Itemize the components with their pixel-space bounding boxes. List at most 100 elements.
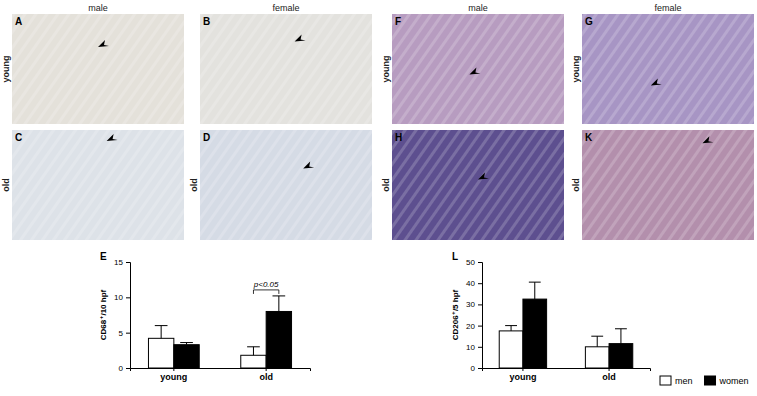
column-header: male	[468, 3, 488, 13]
x-tick-label: young	[160, 372, 187, 382]
y-tick-label: 40	[466, 279, 475, 288]
error-bar	[155, 326, 168, 339]
bar-chart: 01020304050youngoldCD206⁺/5 hpfLmenwomen	[451, 251, 749, 386]
y-axis-line	[126, 263, 131, 369]
error-bar	[591, 336, 603, 347]
x-axis-line	[131, 369, 311, 372]
y-tick: 20	[466, 322, 482, 331]
y-tick-mark	[478, 368, 482, 369]
x-axis: young old	[483, 368, 651, 382]
x-tick: old	[259, 368, 273, 382]
error-bar	[180, 343, 193, 345]
bar-chart: 051015youngoldCD68⁺/10 hpfEp<0.05	[99, 251, 311, 382]
arrow	[469, 68, 480, 75]
y-tick-mark	[126, 333, 130, 334]
column-header: female	[654, 3, 681, 13]
legend-swatch	[660, 376, 671, 385]
y-tick-label: 0	[119, 364, 124, 373]
y-tick-label: 20	[466, 322, 475, 331]
micrograph-texture	[12, 130, 184, 240]
x-tick-mark	[609, 368, 610, 371]
y-tick-mark	[126, 368, 130, 369]
y-tick: 30	[466, 300, 482, 309]
bar	[499, 331, 523, 368]
y-tick: 40	[466, 279, 482, 288]
y-tick: 0	[119, 364, 130, 373]
figure: AmaleyoungBfemaleFmaleyoungGfemaleyoungC…	[0, 0, 757, 396]
panel-letter: G	[585, 16, 593, 27]
micrograph-panel: Dold	[189, 130, 372, 240]
micrograph-texture	[200, 14, 372, 124]
x-tick: young	[160, 368, 187, 382]
micrograph-image	[392, 130, 564, 240]
bar	[241, 355, 266, 368]
micrograph-texture	[12, 14, 184, 124]
y-tick-label: 5	[119, 329, 124, 338]
legend-label: women	[719, 376, 749, 386]
y-tick-label: 15	[114, 258, 123, 267]
arrow	[303, 162, 314, 169]
panel-letter: C	[15, 132, 22, 143]
x-axis-line	[483, 369, 651, 372]
micrograph-panel: Kold	[571, 130, 754, 240]
y-tick-label: 50	[466, 258, 475, 267]
y-axis: 0 5 10 15	[114, 258, 130, 373]
annotation: p<0.05	[253, 280, 279, 289]
error-bar	[247, 347, 260, 355]
legend-label: men	[675, 376, 693, 386]
row-label: old	[1, 178, 11, 192]
y-tick-mark	[126, 297, 130, 298]
y-tick: 15	[114, 258, 130, 267]
row-label: young	[1, 56, 11, 83]
y-axis-title: CD68⁺/10 hpf	[99, 289, 108, 340]
x-tick-mark	[173, 368, 174, 371]
micrograph-panel: Amaleyoung	[1, 3, 184, 124]
row-label: young	[571, 56, 581, 83]
bar	[609, 344, 633, 368]
panel-letter: F	[395, 16, 401, 27]
y-tick-mark	[478, 304, 482, 305]
error-bar	[615, 329, 627, 344]
micrograph-image	[12, 130, 184, 240]
y-tick-mark	[478, 326, 482, 327]
y-axis-title: CD206⁺/5 hpf	[451, 289, 460, 340]
panel-letter: D	[203, 132, 210, 143]
panel-letter: K	[585, 132, 593, 143]
micrograph-texture	[582, 130, 754, 240]
bar	[174, 345, 199, 368]
arrow	[107, 134, 118, 141]
y-tick-mark	[126, 262, 130, 263]
y-tick: 10	[466, 343, 482, 352]
arrow	[98, 40, 109, 47]
y-tick-label: 10	[114, 293, 123, 302]
panel-letter: H	[395, 132, 402, 143]
bar	[266, 311, 291, 368]
y-tick: 50	[466, 258, 482, 267]
panel-letter: B	[203, 16, 210, 27]
micrograph-panel: Bfemale	[200, 3, 372, 124]
bar	[523, 299, 547, 368]
plot-area	[148, 296, 291, 368]
arrow	[478, 173, 489, 180]
y-axis-line	[478, 263, 483, 369]
error-bar	[529, 282, 541, 299]
y-tick-label: 10	[466, 343, 475, 352]
x-tick-label: young	[509, 372, 536, 382]
y-tick: 0	[471, 364, 482, 373]
x-tick-label: old	[602, 372, 616, 382]
x-tick: old	[602, 368, 616, 382]
y-tick-mark	[478, 283, 482, 284]
x-tick: young	[509, 368, 536, 382]
error-bar	[505, 326, 517, 331]
y-tick-label: 0	[471, 364, 476, 373]
plot-area	[499, 282, 633, 368]
column-header: male	[88, 3, 108, 13]
column-header: female	[272, 3, 299, 13]
arrow	[702, 136, 713, 143]
x-tick-mark	[522, 368, 523, 371]
micrograph-texture	[392, 130, 564, 240]
x-axis: young old	[131, 368, 311, 382]
y-tick: 5	[119, 329, 130, 338]
micrograph-texture	[392, 14, 564, 124]
row-label: young	[381, 56, 391, 83]
